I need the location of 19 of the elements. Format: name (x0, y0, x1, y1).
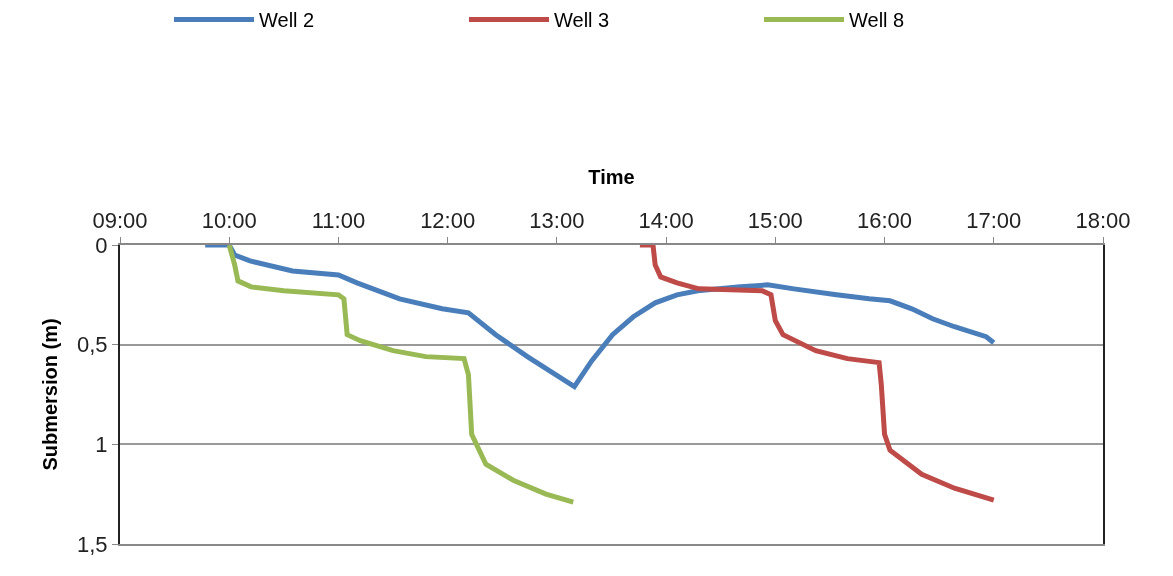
x-tick-label: 15:00 (747, 208, 803, 234)
x-tick-label: 14:00 (638, 208, 694, 234)
legend-label: Well 8 (849, 9, 905, 32)
legend-label: Well 3 (554, 9, 610, 32)
x-tick-label: 09:00 (92, 208, 148, 234)
y-axis-title: Submersion (m) (39, 318, 62, 471)
x-tick-label: 10:00 (201, 208, 257, 234)
y-tick-label: 1,5 (77, 531, 108, 557)
x-tick-label: 11:00 (311, 208, 366, 234)
y-tick-label: 0 (95, 232, 108, 258)
x-axis-title: Time (588, 166, 635, 189)
x-tick-label: 16:00 (857, 208, 913, 234)
y-tick-label: 1 (95, 432, 108, 458)
x-tick-label: 17:00 (966, 208, 1022, 234)
x-tick-label: 12:00 (420, 208, 476, 234)
legend-label: Well 2 (259, 9, 315, 32)
y-tick-label: 0,5 (77, 332, 108, 358)
x-tick-label: 18:00 (1075, 208, 1131, 234)
x-tick-label: 13:00 (529, 208, 585, 234)
